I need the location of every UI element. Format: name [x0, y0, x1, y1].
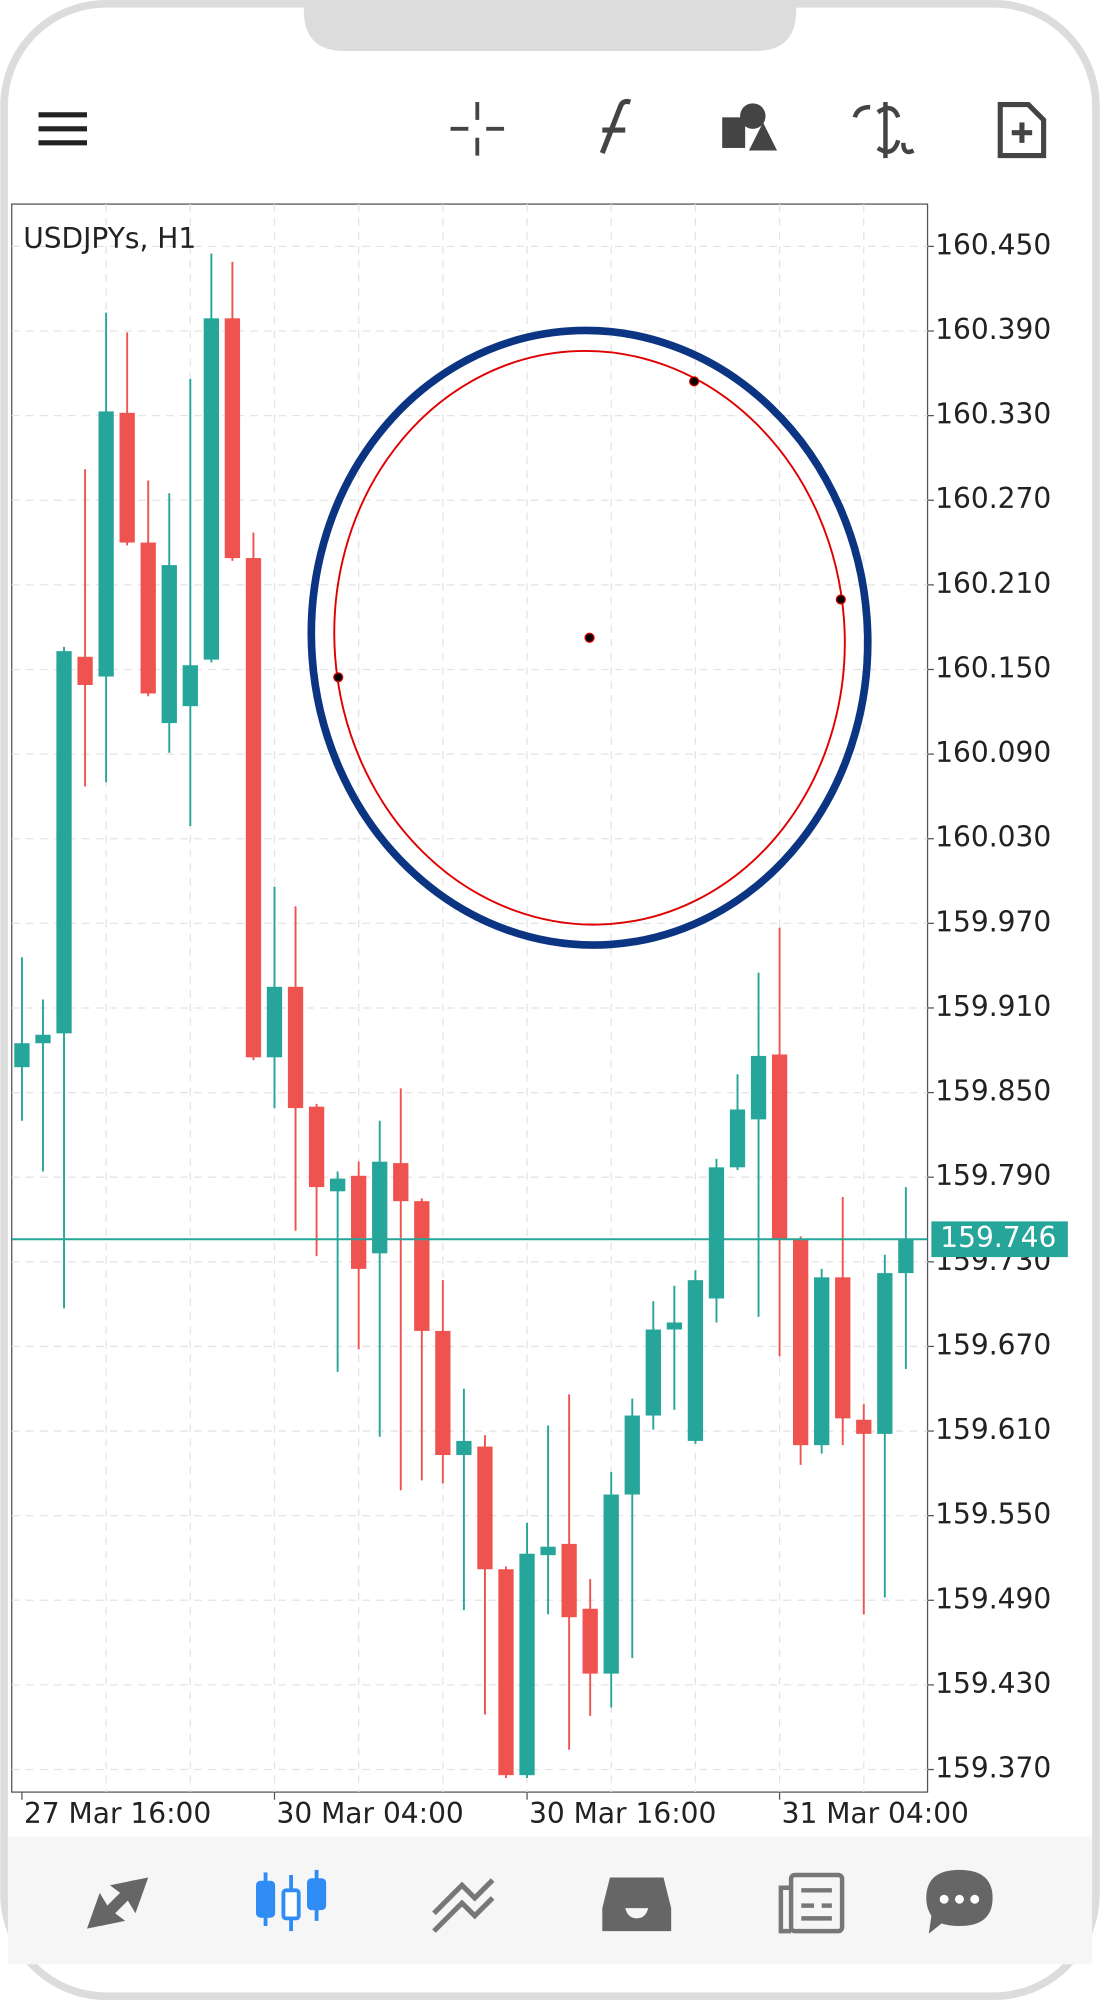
candle-body [814, 1277, 830, 1446]
x-tick-label: 31 Mar 04:00 [782, 1797, 969, 1830]
price-label-bg [931, 1221, 1068, 1258]
plot-area [11, 203, 929, 1793]
news-tab[interactable] [778, 1872, 845, 1934]
x-tick-label: 27 Mar 16:00 [24, 1797, 211, 1830]
quotes-tab[interactable] [86, 1877, 149, 1929]
candle-body [414, 1201, 430, 1331]
candle-body [645, 1329, 661, 1416]
candle-body [771, 1054, 788, 1240]
trade-tab[interactable] [432, 1878, 495, 1933]
y-tick-label: 159.430 [935, 1667, 1051, 1700]
y-tick-label: 159.850 [935, 1075, 1051, 1108]
candle-body [898, 1239, 914, 1274]
candle-body [119, 412, 135, 543]
candle-body [582, 1608, 598, 1674]
candle-body [203, 318, 220, 660]
candle-body [351, 1175, 367, 1269]
candle-body [266, 986, 283, 1058]
candle-body [308, 1106, 325, 1188]
candle-body [182, 665, 198, 707]
y-tick-label: 160.450 [935, 228, 1051, 261]
candle-body [477, 1446, 493, 1570]
price-label: 159.746 [940, 1221, 1056, 1254]
candle-body [687, 1280, 704, 1441]
y-tick-label: 160.390 [935, 313, 1051, 346]
y-tick-label: 160.090 [935, 736, 1051, 769]
y-tick-label: 159.670 [935, 1328, 1051, 1361]
candle-body [498, 1569, 514, 1776]
y-tick-label: 159.550 [935, 1498, 1051, 1531]
y-tick-label: 160.210 [935, 567, 1051, 600]
chart-layer: 160.450 160.390 160.330 160.270 160.210 160.1… [11, 204, 1068, 1830]
symbols-button[interactable] [852, 102, 915, 159]
y-tick-label: 159.970 [935, 905, 1051, 938]
candle-body [77, 656, 93, 685]
ellipse-object[interactable] [291, 312, 889, 964]
chart-title: USDJPYs, H1 [23, 222, 196, 255]
candle-body [835, 1277, 851, 1419]
candle-body [161, 565, 177, 724]
y-tick-label: 159.790 [935, 1159, 1051, 1192]
candle-body [287, 986, 304, 1109]
history-tab[interactable] [602, 1877, 672, 1932]
candle-body [708, 1167, 725, 1299]
x-tick-label: 30 Mar 04:00 [277, 1797, 464, 1830]
notch [303, 0, 797, 52]
objects-button[interactable] [722, 103, 778, 151]
indicators-button[interactable] [599, 98, 632, 154]
candle-body [877, 1273, 893, 1434]
candle-body [224, 318, 241, 559]
candle-body [14, 1043, 30, 1068]
candle-body [456, 1440, 472, 1456]
candle-body [245, 558, 262, 1058]
candle-body [603, 1494, 619, 1674]
candle-body [792, 1239, 809, 1446]
candle-body [750, 1055, 767, 1120]
candle-body [98, 411, 114, 677]
candle-body [435, 1330, 451, 1456]
y-tick-label: 160.330 [935, 398, 1051, 431]
y-tick-label: 160.150 [935, 651, 1051, 684]
y-tick-label: 159.370 [935, 1752, 1051, 1785]
y-tick-label: 159.910 [935, 990, 1051, 1023]
chart-tab[interactable] [255, 1869, 327, 1932]
y-tick-label: 160.270 [935, 482, 1051, 515]
crosshair-button[interactable] [450, 102, 505, 156]
y-tick-label: 159.610 [935, 1413, 1051, 1446]
candle-body [35, 1034, 51, 1044]
candle-body [624, 1415, 640, 1495]
candle-body [519, 1553, 535, 1776]
x-tick-label: 30 Mar 16:00 [529, 1797, 716, 1830]
candle-body [666, 1322, 683, 1330]
candle-body [372, 1161, 388, 1254]
chat-tab[interactable] [926, 1869, 993, 1934]
menu-button[interactable] [38, 112, 87, 146]
candle-body [856, 1419, 872, 1434]
candle-body [329, 1178, 346, 1192]
candle-body [729, 1109, 746, 1168]
y-tick-label: 159.490 [935, 1582, 1051, 1615]
candle-body [561, 1543, 577, 1618]
y-tick-label: 160.030 [935, 821, 1051, 854]
candle-body [540, 1546, 556, 1556]
candle-body [56, 651, 72, 1034]
candle-body [393, 1163, 409, 1202]
new-order-button[interactable] [997, 102, 1047, 159]
candle-body [140, 542, 156, 694]
bottom-nav [7, 1836, 1093, 1965]
